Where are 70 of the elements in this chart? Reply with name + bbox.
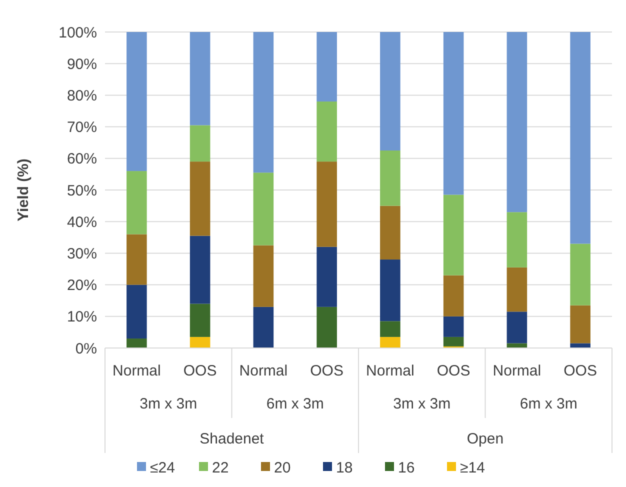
bar [126,32,147,172]
bar [443,316,464,337]
y-tick-label: 70% [66,119,97,136]
bar [380,206,400,260]
y-tick-label: 50% [66,182,97,200]
bar [190,32,210,126]
bar [253,306,274,348]
y-tick-label: 20% [66,277,97,294]
bar [506,267,528,312]
y-tick-label: 40% [66,214,97,231]
y-tick-label: 10% [66,308,97,326]
y-tick-label: 80% [66,87,97,104]
x-tick-label: Normal [239,362,288,380]
bar [570,305,590,344]
bar [443,32,464,195]
bar [380,260,400,322]
y-tick-label: 0% [75,340,97,358]
y-tick-label: 30% [66,245,97,262]
y-tick-label: 60% [66,150,97,168]
y-tick-label: 100% [58,24,97,42]
x-tick-label: Normal [492,362,542,380]
legend-label: 20 [274,459,291,476]
bar [190,336,210,348]
y-axis-title: Yield (%) [15,158,32,222]
bar [380,321,400,337]
bar [443,275,464,316]
bar [126,171,147,234]
bar [506,212,528,268]
text: 6m x 3m [520,395,578,412]
bar [253,32,274,173]
bar [316,246,337,307]
x-tick-label: Normal [366,362,414,380]
bar [570,244,590,306]
y-tick-label: 90% [66,56,97,73]
text: 6m x 3m [266,395,324,412]
bar [506,32,528,212]
bar [570,32,590,244]
text: Open [466,430,504,448]
bar [506,312,528,344]
bar [380,32,400,150]
bar [126,338,147,348]
legend-label: 18 [336,459,353,476]
legend-label: ≥14 [460,459,485,476]
x-tick-label: OOS [183,362,217,380]
bar [443,194,464,276]
x-tick-label: OOS [436,362,470,380]
bar [253,172,274,246]
text: 3m x 3m [140,395,198,412]
bar [380,150,400,206]
bar [380,336,400,348]
bar [190,125,210,162]
bar [126,234,147,285]
bar [190,304,210,337]
legend-label: 16 [398,459,415,476]
bar [316,32,337,102]
text: Shadenet [200,430,265,448]
bar [443,336,464,346]
bar [316,306,337,348]
bar [316,102,337,162]
bar [190,162,210,236]
bar [316,162,337,247]
bar [190,236,210,304]
legend-label: ≤24 [150,459,175,476]
legend-label: 22 [212,459,229,476]
x-tick-label: OOS [564,362,597,380]
bar [126,284,147,339]
x-tick-label: OOS [310,362,344,380]
text: 3m x 3m [393,395,451,412]
x-tick-label: Normal [112,362,161,380]
bar [253,245,274,307]
